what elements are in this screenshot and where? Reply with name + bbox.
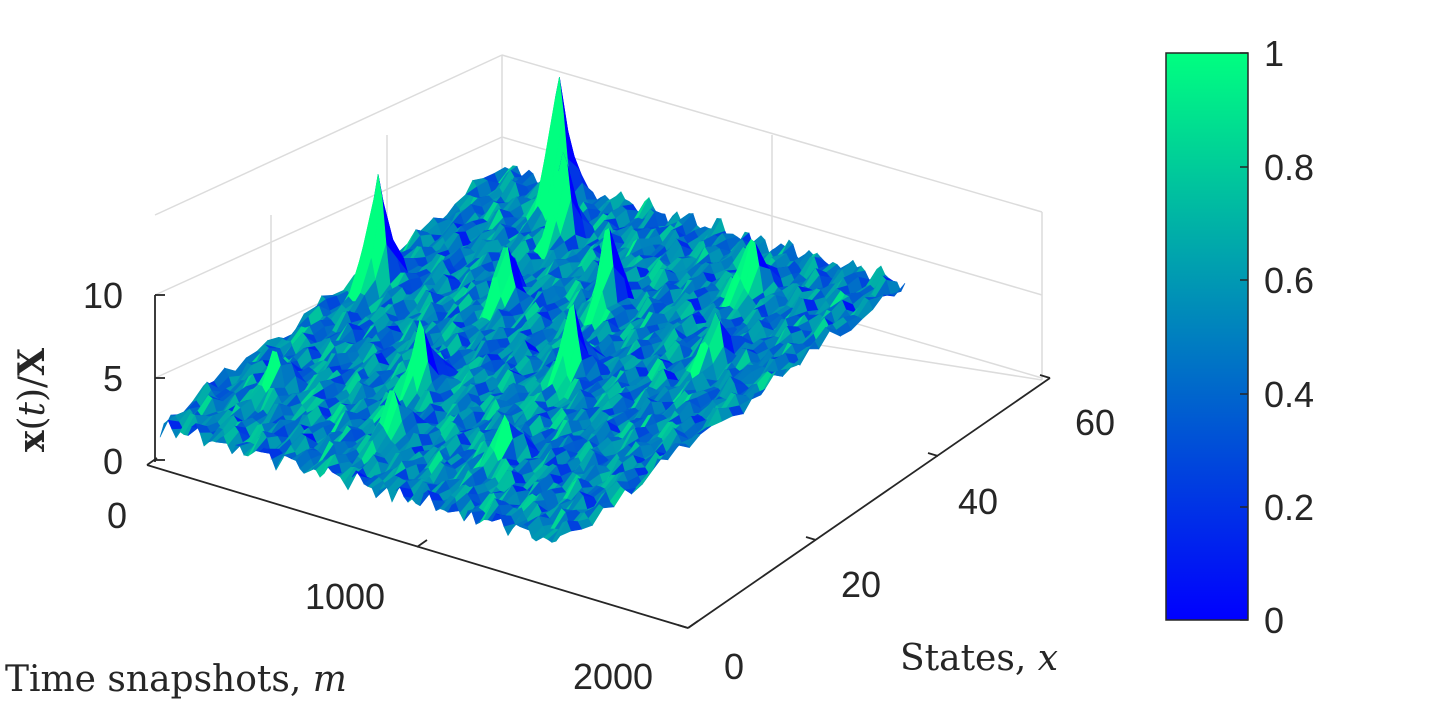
y-axis-label-text: States, [900,638,1038,679]
colorbar-ticks [1240,52,1248,621]
x-tick-label: 2000 [573,656,653,697]
x-axis-label-text: Time snapshots, [5,659,313,700]
z-tick-label: 5 [103,358,123,399]
y-tick-label: 40 [958,481,998,522]
z-tick-label: 0 [103,441,123,482]
z-label-part: ( [12,416,53,430]
surface-plot [159,77,906,543]
z-label-part: )/ [12,375,53,402]
y-axis-label-var: x [1038,638,1058,679]
colorbar-tick-label: 0 [1264,600,1284,641]
surface-patch [555,520,572,542]
z-axis-label: x(t)/X [11,348,53,452]
y-tick [677,624,689,629]
z-label-part: t [12,401,53,416]
x-tick-label: 1000 [305,576,385,617]
z-label-part: X [11,348,53,376]
colorbar-tick-label: 0.8 [1264,147,1314,188]
z-label-part: x [11,430,53,452]
gridline [154,136,503,296]
colorbar-tick-label: 0.6 [1264,260,1314,301]
colorbar-tick-label: 0.2 [1264,487,1314,528]
x-tick [146,457,158,466]
colorbar [1165,52,1249,621]
y-tick [1039,374,1051,379]
colorbar-tick-label: 0.4 [1264,374,1314,415]
y-axis-label: States, x [900,638,1058,679]
x-axis-label: Time snapshots, m [5,659,347,700]
x-tick [416,539,428,548]
x-axis-label-var: m [313,659,347,700]
y-tick-label: 20 [841,564,881,605]
y-tick [927,452,939,457]
colorbar-tick-label: 1 [1264,33,1284,74]
z-tick-label: 10 [83,275,123,316]
gridline [501,54,1043,213]
x-tick-label: 0 [107,495,127,536]
y-tick [805,536,817,541]
y-tick-label: 0 [724,646,744,687]
axes [146,294,1051,629]
y-axis-line [687,377,1051,629]
x-tick [687,620,699,629]
gridline [154,54,503,216]
y-tick-label: 60 [1075,402,1115,443]
